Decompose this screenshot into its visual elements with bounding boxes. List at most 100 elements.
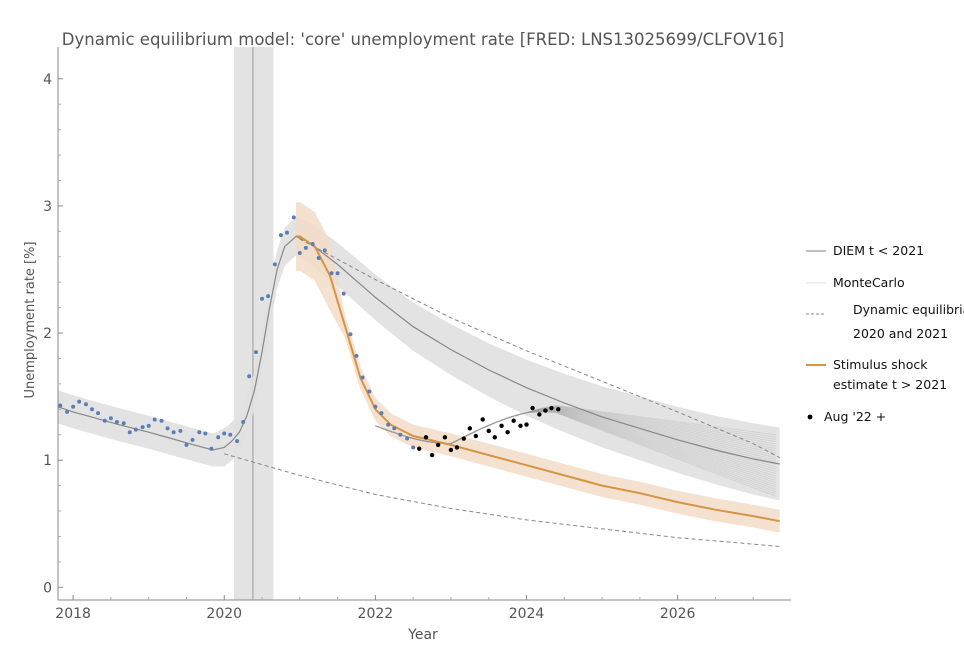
x-tick-label: 2022 [358,606,394,622]
data-point [209,446,214,451]
data-point [411,445,416,450]
legend-label-line2: estimate t > 2021 [833,377,947,392]
legend-label: Dynamic equilibria [853,302,964,317]
data-point [303,245,308,250]
legend: DIEM t < 2021 MonteCarlo Dynamic equilibri… [806,243,964,424]
recent-data-point [537,412,542,417]
data-point [171,430,176,435]
y-tick-label: 0 [43,580,52,596]
data-point [316,256,321,261]
y-axis-label: Unemployment rate [%] [23,241,38,398]
data-point [114,420,119,425]
recent-data-point [499,423,504,429]
data-point [58,403,63,408]
data-point [272,262,277,267]
recent-data-point [448,447,454,453]
x-tick-label: 2026 [660,606,696,622]
dynamic-equilibria-2020-line [224,453,780,548]
x-tick-label: 2024 [509,606,545,622]
data-point [133,427,138,432]
data-point [152,417,157,422]
data-point [335,271,340,276]
x-tick-label: 2020 [206,606,242,622]
recent-data-point [492,435,497,440]
legend-label: DIEM t < 2021 [833,243,924,258]
plot-area [57,47,780,600]
recent-data-point [461,436,466,441]
data-point [260,296,265,301]
data-point [235,439,240,444]
legend-item: Stimulus shock estimate t > 2021 [806,357,947,392]
recent-data-point [480,417,485,422]
legend-label: Stimulus shock [833,357,928,372]
data-point [197,430,202,435]
data-point [146,423,151,428]
data-point [360,375,365,380]
recent-data-point [417,446,422,451]
data-point [291,215,296,220]
data-point [159,418,164,423]
data-point [140,425,145,430]
y-tick-label: 3 [43,199,52,215]
data-point [278,233,283,238]
recent-data-point [556,407,561,412]
legend-swatch [807,414,813,420]
legend-item: MonteCarlo [806,275,905,290]
data-point [71,404,76,409]
y-tick-label: 2 [43,326,52,342]
stimulus-band [296,202,780,533]
x-axis-label: Year [407,627,438,643]
y-axis: 0 1 2 3 4 [43,47,63,600]
dynamic-equilibria-2021-line [299,238,780,459]
data-point [184,442,189,447]
diem-line [57,235,780,465]
data-point [190,437,195,442]
recent-data-point [505,429,510,435]
data-point [284,230,289,235]
data-point [96,411,101,416]
chart-title: Dynamic equilibrium model: 'core' unempl… [62,30,784,49]
recent-data-point [543,408,548,413]
recent-data-point [454,445,460,450]
data-point [253,350,258,355]
data-point [297,250,302,255]
recent-data-point [524,422,529,427]
data-point [127,430,132,435]
data-point [322,248,327,253]
data-point [247,374,252,379]
data-point [228,432,233,437]
legend-label-line2: 2020 and 2021 [853,326,948,341]
data-point [354,353,359,358]
x-axis: 2018 2020 2022 2024 2026 [55,595,791,622]
data-point [310,242,315,247]
recent-data-point [423,435,429,440]
data-point [405,436,410,441]
recent-data-point [549,405,554,411]
recent-data-point [473,433,479,439]
data-point [216,435,221,440]
legend-label: Aug '22 + [824,409,886,424]
legend-item: Dynamic equilibria 2020 and 2021 [806,302,964,341]
data-point [266,294,271,299]
recent-data-point [429,452,435,458]
data-point [90,407,95,412]
stimulus-line [296,235,780,523]
data-point [77,399,82,404]
legend-item: Aug '22 + [807,409,886,424]
data-point [348,332,353,337]
recent-data-point [518,423,523,429]
data-point [108,416,113,421]
data-point [329,271,334,276]
legend-item: DIEM t < 2021 [806,243,924,258]
data-point [379,411,384,416]
data-point [398,432,403,437]
recent-data-point [442,435,448,440]
data-point [121,421,126,426]
recent-data-point [511,418,516,423]
data-point [373,404,378,409]
x-tick-label: 2018 [55,606,91,622]
recent-data-point [435,442,441,448]
data-point [203,431,208,436]
y-tick-label: 1 [43,453,52,469]
